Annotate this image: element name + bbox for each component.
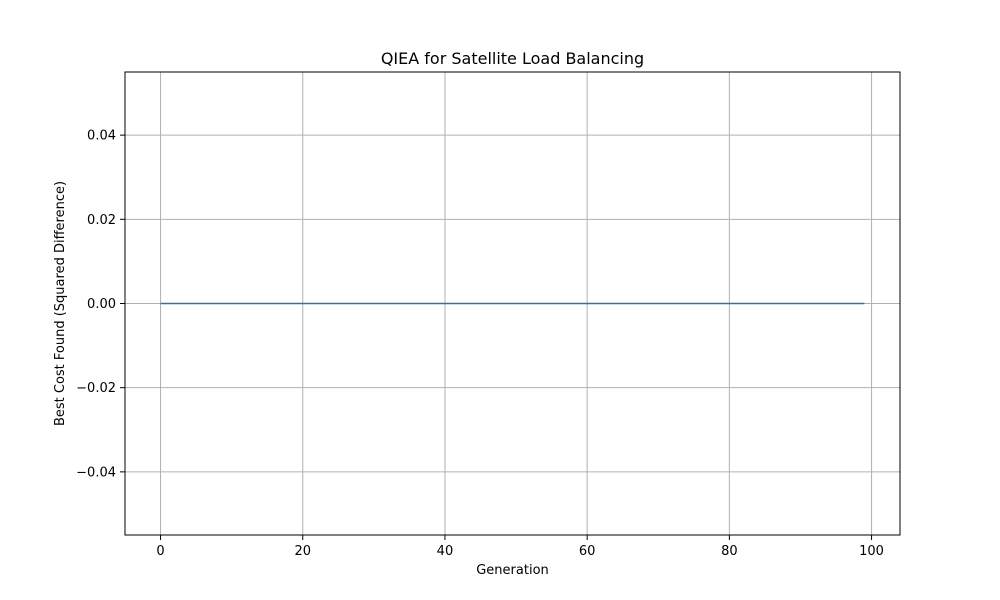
y-tick-label: −0.02	[76, 381, 116, 396]
chart-title: QIEA for Satellite Load Balancing	[381, 49, 644, 68]
y-tick-label: −0.04	[76, 465, 116, 480]
y-axis-label: Best Cost Found (Squared Difference)	[53, 181, 68, 426]
x-tick-label: 80	[721, 544, 738, 559]
y-tick-label: 0.02	[87, 213, 116, 228]
x-axis-label: Generation	[476, 563, 549, 578]
x-tick-label: 100	[859, 544, 884, 559]
y-tick-label: 0.04	[87, 129, 116, 144]
x-tick-label: 20	[294, 544, 311, 559]
y-axis: −0.04 −0.02 0.00 0.02 0.04	[76, 129, 125, 480]
y-tick-label: 0.00	[87, 297, 116, 312]
x-tick-label: 0	[156, 544, 164, 559]
x-axis: 0 20 40 60 80 100	[156, 535, 884, 559]
x-tick-label: 40	[437, 544, 454, 559]
x-tick-label: 60	[579, 544, 596, 559]
